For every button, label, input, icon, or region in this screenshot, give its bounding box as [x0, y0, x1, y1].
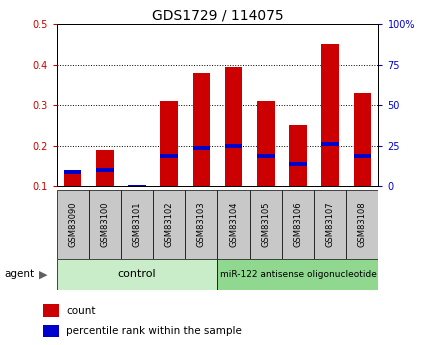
Bar — [185, 190, 217, 259]
Bar — [56, 190, 89, 259]
Text: GSM83090: GSM83090 — [68, 201, 77, 247]
Bar — [64, 170, 81, 174]
Bar — [256, 101, 274, 186]
Bar — [353, 93, 370, 186]
Text: GSM83103: GSM83103 — [197, 201, 205, 247]
Bar — [128, 185, 145, 189]
Bar — [281, 190, 313, 259]
Bar — [43, 325, 59, 337]
Text: GSM83100: GSM83100 — [100, 201, 109, 247]
Bar — [249, 190, 281, 259]
Bar — [224, 144, 242, 148]
Text: control: control — [118, 269, 156, 279]
Text: GSM83101: GSM83101 — [132, 201, 141, 247]
Bar — [89, 190, 121, 259]
Bar — [345, 190, 378, 259]
Text: GSM83106: GSM83106 — [293, 201, 302, 247]
Text: GSM83108: GSM83108 — [357, 201, 366, 247]
Bar — [160, 101, 178, 186]
Bar — [43, 304, 59, 317]
Bar — [217, 190, 249, 259]
Text: GSM83107: GSM83107 — [325, 201, 334, 247]
Text: count: count — [66, 306, 95, 315]
Bar — [321, 45, 338, 186]
Bar — [160, 154, 178, 158]
Text: agent: agent — [4, 269, 34, 279]
Text: percentile rank within the sample: percentile rank within the sample — [66, 326, 242, 336]
Bar — [96, 150, 113, 186]
Bar — [192, 73, 210, 186]
Bar — [192, 146, 210, 150]
Text: GDS1729 / 114075: GDS1729 / 114075 — [151, 9, 283, 23]
Bar — [321, 142, 338, 146]
Text: ▶: ▶ — [39, 269, 48, 279]
Bar — [121, 190, 153, 259]
Text: GSM83102: GSM83102 — [164, 201, 173, 247]
Bar — [96, 168, 113, 172]
Bar — [256, 154, 274, 158]
Bar — [56, 259, 217, 290]
Bar — [224, 67, 242, 186]
Bar — [289, 162, 306, 166]
Bar — [153, 190, 185, 259]
Bar — [128, 186, 145, 187]
Text: GSM83104: GSM83104 — [229, 201, 237, 247]
Bar — [313, 190, 345, 259]
Bar — [289, 126, 306, 186]
Bar — [217, 259, 378, 290]
Bar — [353, 154, 370, 158]
Bar — [64, 172, 81, 186]
Text: GSM83105: GSM83105 — [261, 201, 270, 247]
Text: miR-122 antisense oligonucleotide: miR-122 antisense oligonucleotide — [219, 270, 375, 279]
